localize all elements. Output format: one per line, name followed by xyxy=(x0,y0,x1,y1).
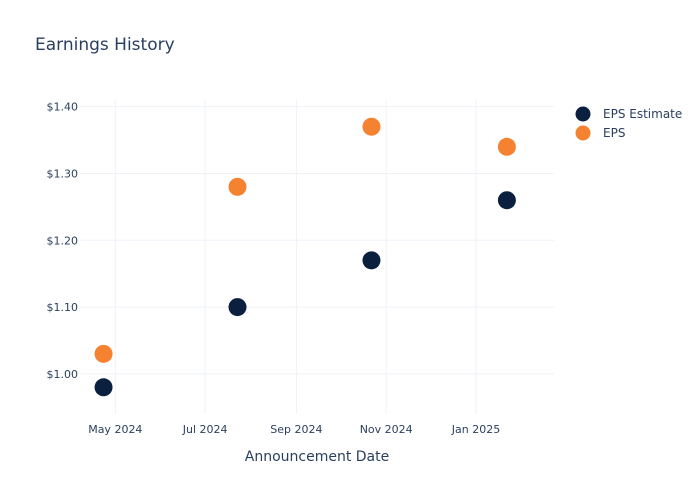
eps-point[interactable] xyxy=(94,344,113,363)
eps-point[interactable] xyxy=(228,177,247,196)
chart-title: Earnings History xyxy=(35,35,175,55)
x-axis-title: Announcement Date xyxy=(245,449,389,465)
eps-point[interactable] xyxy=(497,137,516,156)
legend[interactable]: EPS Estimate EPS xyxy=(575,106,683,141)
legend-item-eps-estimate[interactable]: EPS Estimate xyxy=(575,106,683,122)
data-points xyxy=(94,117,516,397)
y-tick-label: $1.20 xyxy=(47,234,79,247)
grid xyxy=(80,100,554,414)
y-tick-label: $1.10 xyxy=(47,301,79,314)
x-tick-label: Sep 2024 xyxy=(270,423,322,436)
legend-label: EPS xyxy=(603,126,625,140)
x-tick-label: Jul 2024 xyxy=(182,423,228,436)
y-tick-label: $1.00 xyxy=(47,368,79,381)
eps-point[interactable] xyxy=(362,117,381,136)
eps-estimate-point[interactable] xyxy=(362,251,381,270)
legend-item-eps[interactable]: EPS xyxy=(575,125,626,141)
x-tick-label: Nov 2024 xyxy=(360,423,413,436)
y-tick-label: $1.40 xyxy=(47,101,79,114)
x-tick-label: Jan 2025 xyxy=(451,423,500,436)
eps-estimate-point[interactable] xyxy=(94,378,113,397)
x-tick-label: May 2024 xyxy=(88,423,142,436)
x-axis-ticks: May 2024 Jul 2024 Sep 2024 Nov 2024 Jan 2025 xyxy=(88,423,500,436)
eps-estimate-point[interactable] xyxy=(228,298,247,317)
y-tick-label: $1.30 xyxy=(47,167,79,180)
y-axis-ticks: $1.00 $1.10 $1.20 $1.30 $1.40 xyxy=(47,101,79,381)
legend-marker xyxy=(575,106,591,122)
legend-label: EPS Estimate xyxy=(603,107,682,121)
eps-estimate-point[interactable] xyxy=(497,191,516,210)
legend-marker xyxy=(575,125,591,141)
